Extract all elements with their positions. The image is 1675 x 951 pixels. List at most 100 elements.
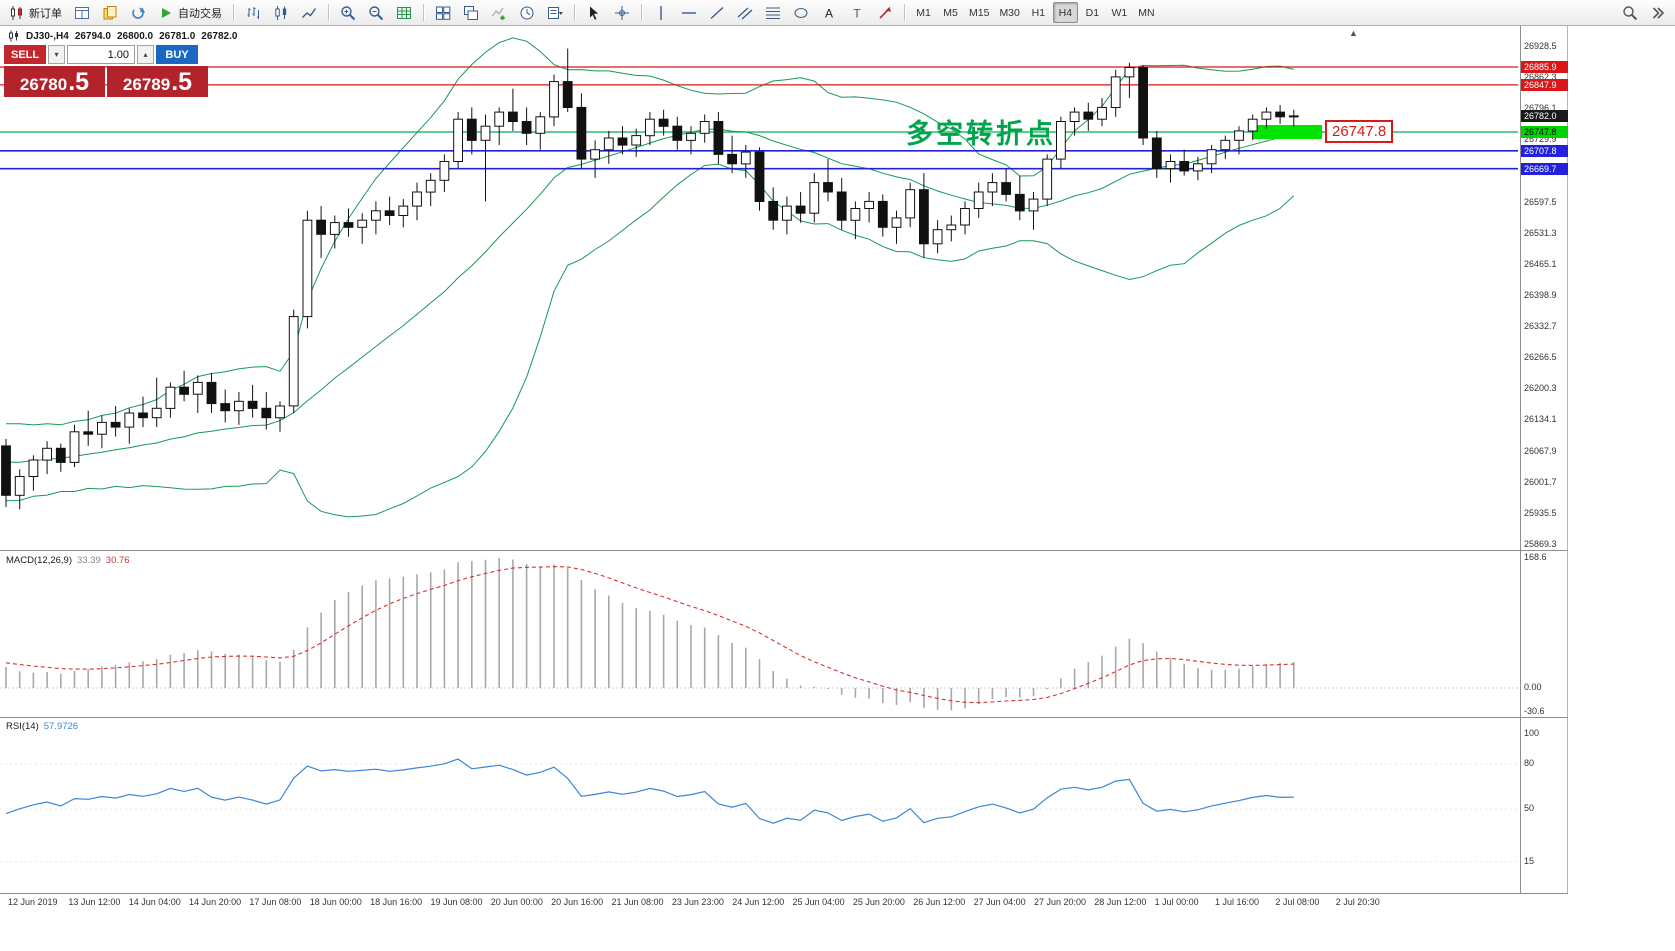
candlestick-mode-button[interactable] xyxy=(268,2,294,23)
timeframe-m30-button[interactable]: M30 xyxy=(999,6,1020,19)
chart-windows-button[interactable] xyxy=(69,2,95,23)
periods-button[interactable] xyxy=(514,2,540,23)
bar-chart-mode-button[interactable] xyxy=(240,2,266,23)
panel-divider[interactable] xyxy=(0,717,1568,718)
axis-label: 15 xyxy=(1524,855,1535,866)
sell-button[interactable]: SELL xyxy=(4,45,46,64)
timeframe-m5-button[interactable]: M5 xyxy=(943,6,958,19)
timeframe-h1-button[interactable]: H1 xyxy=(1031,6,1046,19)
timeframe-h4-button[interactable]: H4 xyxy=(1052,2,1078,23)
auto-trading-button[interactable]: 自动交易 xyxy=(153,2,227,23)
arrow-tools-button[interactable] xyxy=(872,2,898,23)
timeframe-m15-button[interactable]: M15 xyxy=(969,6,990,19)
equidistant-channel-button[interactable] xyxy=(732,2,758,23)
chart-scroll-marker[interactable]: ▲ xyxy=(1349,28,1358,38)
toolbar-overflow-button[interactable] xyxy=(1645,2,1671,23)
macd-title: MACD(12,26,9) xyxy=(6,555,72,566)
time-axis-label: 12 Jun 2019 xyxy=(8,897,58,907)
search-button[interactable] xyxy=(1617,2,1643,23)
time-axis-label: 20 Jun 00:00 xyxy=(490,897,543,907)
horizontal-line-button[interactable] xyxy=(676,2,702,23)
toolbar-separator xyxy=(423,4,424,21)
time-axis-label: 2 Jul 20:30 xyxy=(1335,897,1380,907)
axis-label: 26928.5 xyxy=(1524,41,1557,51)
axis-label: -30.6 xyxy=(1524,705,1545,716)
volume-stepper[interactable]: ▴ xyxy=(137,45,154,64)
order-type-dropdown[interactable]: ▾ xyxy=(48,45,65,64)
price-level-tag: 26847.9 xyxy=(1521,78,1568,91)
axis-label: 25869.3 xyxy=(1524,538,1557,549)
timeframe-m1-button[interactable]: M1 xyxy=(916,6,931,19)
grid-button[interactable] xyxy=(391,2,417,23)
windows-icon xyxy=(74,5,90,21)
axis-label: 26332.7 xyxy=(1524,321,1557,332)
timeframe-w1-button[interactable]: W1 xyxy=(1111,6,1128,19)
indicators-button[interactable] xyxy=(486,2,512,23)
rsi-panel-canvas[interactable] xyxy=(0,718,1520,893)
buy-price-button[interactable]: 26789.5 xyxy=(107,66,208,97)
line-chart-mode-button[interactable] xyxy=(296,2,322,23)
ohlc-open: 26794.0 xyxy=(74,30,111,42)
panel-divider[interactable] xyxy=(0,550,1568,551)
chevron-up-icon: ▴ xyxy=(143,50,148,59)
time-axis-label: 28 Jun 12:00 xyxy=(1094,897,1147,907)
crosshair-button[interactable] xyxy=(609,2,635,23)
shapes-button[interactable] xyxy=(788,2,814,23)
axis-label: 26597.5 xyxy=(1524,196,1557,207)
main-chart-canvas[interactable] xyxy=(0,26,1520,550)
cursor-button[interactable] xyxy=(581,2,607,23)
refresh-button[interactable] xyxy=(125,2,151,23)
axis-label: 0.00 xyxy=(1524,682,1542,692)
cascade-windows-button[interactable] xyxy=(458,2,484,23)
axis-label: 80 xyxy=(1524,758,1535,768)
arrowmark-icon xyxy=(877,5,893,21)
sell-price-button[interactable]: 26780.5 xyxy=(4,66,105,97)
highlight-zone-layer xyxy=(1253,125,1322,139)
fibonacci-button[interactable] xyxy=(760,2,786,23)
chart-ohlc-header: DJ30-,H4 26794.0 26800.0 26781.0 26782.0 xyxy=(8,30,237,42)
toolbar-separator xyxy=(233,4,234,21)
time-axis-label: 2 Jul 08:00 xyxy=(1275,897,1320,907)
toolbar-separator xyxy=(328,4,329,21)
zoom-in-button[interactable] xyxy=(335,2,361,23)
candles-icon xyxy=(273,5,289,21)
ohlc-low: 26781.0 xyxy=(159,30,196,42)
time-axis-label: 27 Jun 20:00 xyxy=(1033,897,1086,907)
axis-label: 25935.5 xyxy=(1524,507,1557,518)
buy-price-pips: .5 xyxy=(171,68,193,96)
cursor-icon xyxy=(586,5,602,21)
rsi-value: 57.9726 xyxy=(43,721,79,732)
price-axis[interactable]: 26928.526862.326796.126729.926663.726597… xyxy=(1520,26,1568,893)
tile-windows-button[interactable] xyxy=(430,2,456,23)
volume-input[interactable]: 1.00 xyxy=(67,45,135,64)
chart-symbol-icon xyxy=(8,30,20,42)
toolbar-separator xyxy=(574,4,575,21)
time-axis-label: 24 Jun 12:00 xyxy=(732,897,785,907)
textA-icon: A xyxy=(821,5,837,21)
svg-text:A: A xyxy=(825,6,833,20)
new-order-button[interactable]: 新订单 xyxy=(4,2,67,23)
indicator-icon xyxy=(491,5,507,21)
trendline-button[interactable] xyxy=(704,2,730,23)
vertical-line-button[interactable] xyxy=(648,2,674,23)
axis-label: 26067.9 xyxy=(1524,445,1557,456)
buy-button[interactable]: BUY xyxy=(156,45,198,64)
chart-annotation-text: 多空转折点 xyxy=(906,119,1056,149)
timeframe-d1-button[interactable]: D1 xyxy=(1085,6,1100,19)
ohlc-close: 26782.0 xyxy=(201,30,238,42)
axis-label: 26531.3 xyxy=(1524,227,1557,238)
time-axis-label: 25 Jun 04:00 xyxy=(792,897,845,907)
time-axis-label: 26 Jun 12:00 xyxy=(913,897,966,907)
timeframe-mn-button[interactable]: MN xyxy=(1138,6,1155,19)
axis-label: 26001.7 xyxy=(1524,476,1557,487)
profiles-button[interactable] xyxy=(97,2,123,23)
line-icon xyxy=(301,5,317,21)
text-button[interactable]: A xyxy=(816,2,842,23)
svg-text:T: T xyxy=(853,6,861,20)
time-axis[interactable]: 12 Jun 2019 13 Jun 12:00 14 Jun 04:00 14 Ju… xyxy=(0,893,1568,915)
templates-button[interactable] xyxy=(542,2,568,23)
macd-panel-canvas[interactable] xyxy=(0,552,1520,717)
zoom-out-button[interactable] xyxy=(363,2,389,23)
text-label-button[interactable]: T xyxy=(844,2,870,23)
hline-icon xyxy=(681,5,697,21)
